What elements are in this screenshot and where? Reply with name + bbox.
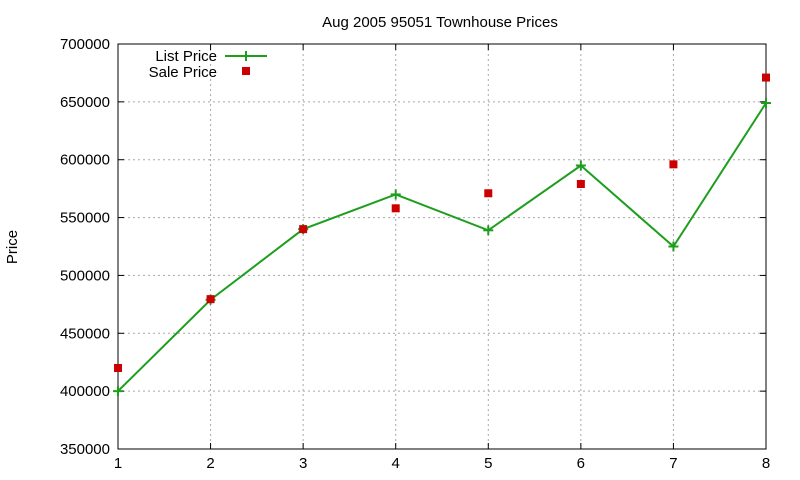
axis-ticks: 1 2 3 4 5 6 7 8 350000 400000 450000 500000 550000 60… (60, 36, 770, 472)
series-line-list-price (117, 102, 767, 392)
point-sale-price (391, 204, 400, 213)
x-tick-label: 2 (206, 455, 214, 472)
point-sale-price (762, 73, 770, 82)
y-axis-label: Price (4, 230, 21, 264)
point-list-price (668, 241, 679, 252)
legend-marker-list-price (241, 51, 251, 61)
x-tick-label: 6 (577, 455, 585, 472)
plot-frame (117, 43, 767, 450)
y-tick-label: 700000 (60, 36, 110, 53)
y-tick-label: 650000 (60, 94, 110, 111)
x-tick-label: 8 (762, 455, 770, 472)
series-layer (113, 73, 771, 397)
y-tick-label: 450000 (60, 325, 110, 342)
x-tick-label: 1 (114, 455, 122, 472)
point-list-price (113, 386, 123, 397)
point-sale-price (206, 295, 215, 304)
point-sale-price (669, 160, 678, 169)
legend-label-sale-price: Sale Price (149, 64, 217, 81)
x-tick-label: 3 (299, 455, 307, 472)
point-sale-price (484, 189, 493, 198)
point-list-price (483, 225, 494, 236)
y-tick-label: 550000 (60, 210, 110, 227)
x-tick-label: 5 (484, 455, 492, 472)
legend-label-list-price: List Price (155, 48, 217, 65)
y-tick-label: 600000 (60, 152, 110, 169)
x-tick-label: 7 (669, 455, 677, 472)
point-list-price (761, 98, 771, 109)
point-list-price (575, 160, 586, 171)
legend-marker-sale-price (242, 67, 250, 75)
y-tick-label: 350000 (60, 441, 110, 458)
grid (118, 44, 766, 449)
y-tick-label: 400000 (60, 383, 110, 400)
point-sale-price (576, 180, 585, 189)
point-sale-price (114, 364, 122, 372)
point-sale-price (299, 225, 308, 234)
legend: List Price Sale Price (149, 48, 267, 81)
chart-title: Aug 2005 95051 Townhouse Prices (322, 14, 558, 31)
y-tick-label: 500000 (60, 267, 110, 284)
x-tick-label: 4 (392, 455, 400, 472)
point-list-price (390, 189, 401, 200)
